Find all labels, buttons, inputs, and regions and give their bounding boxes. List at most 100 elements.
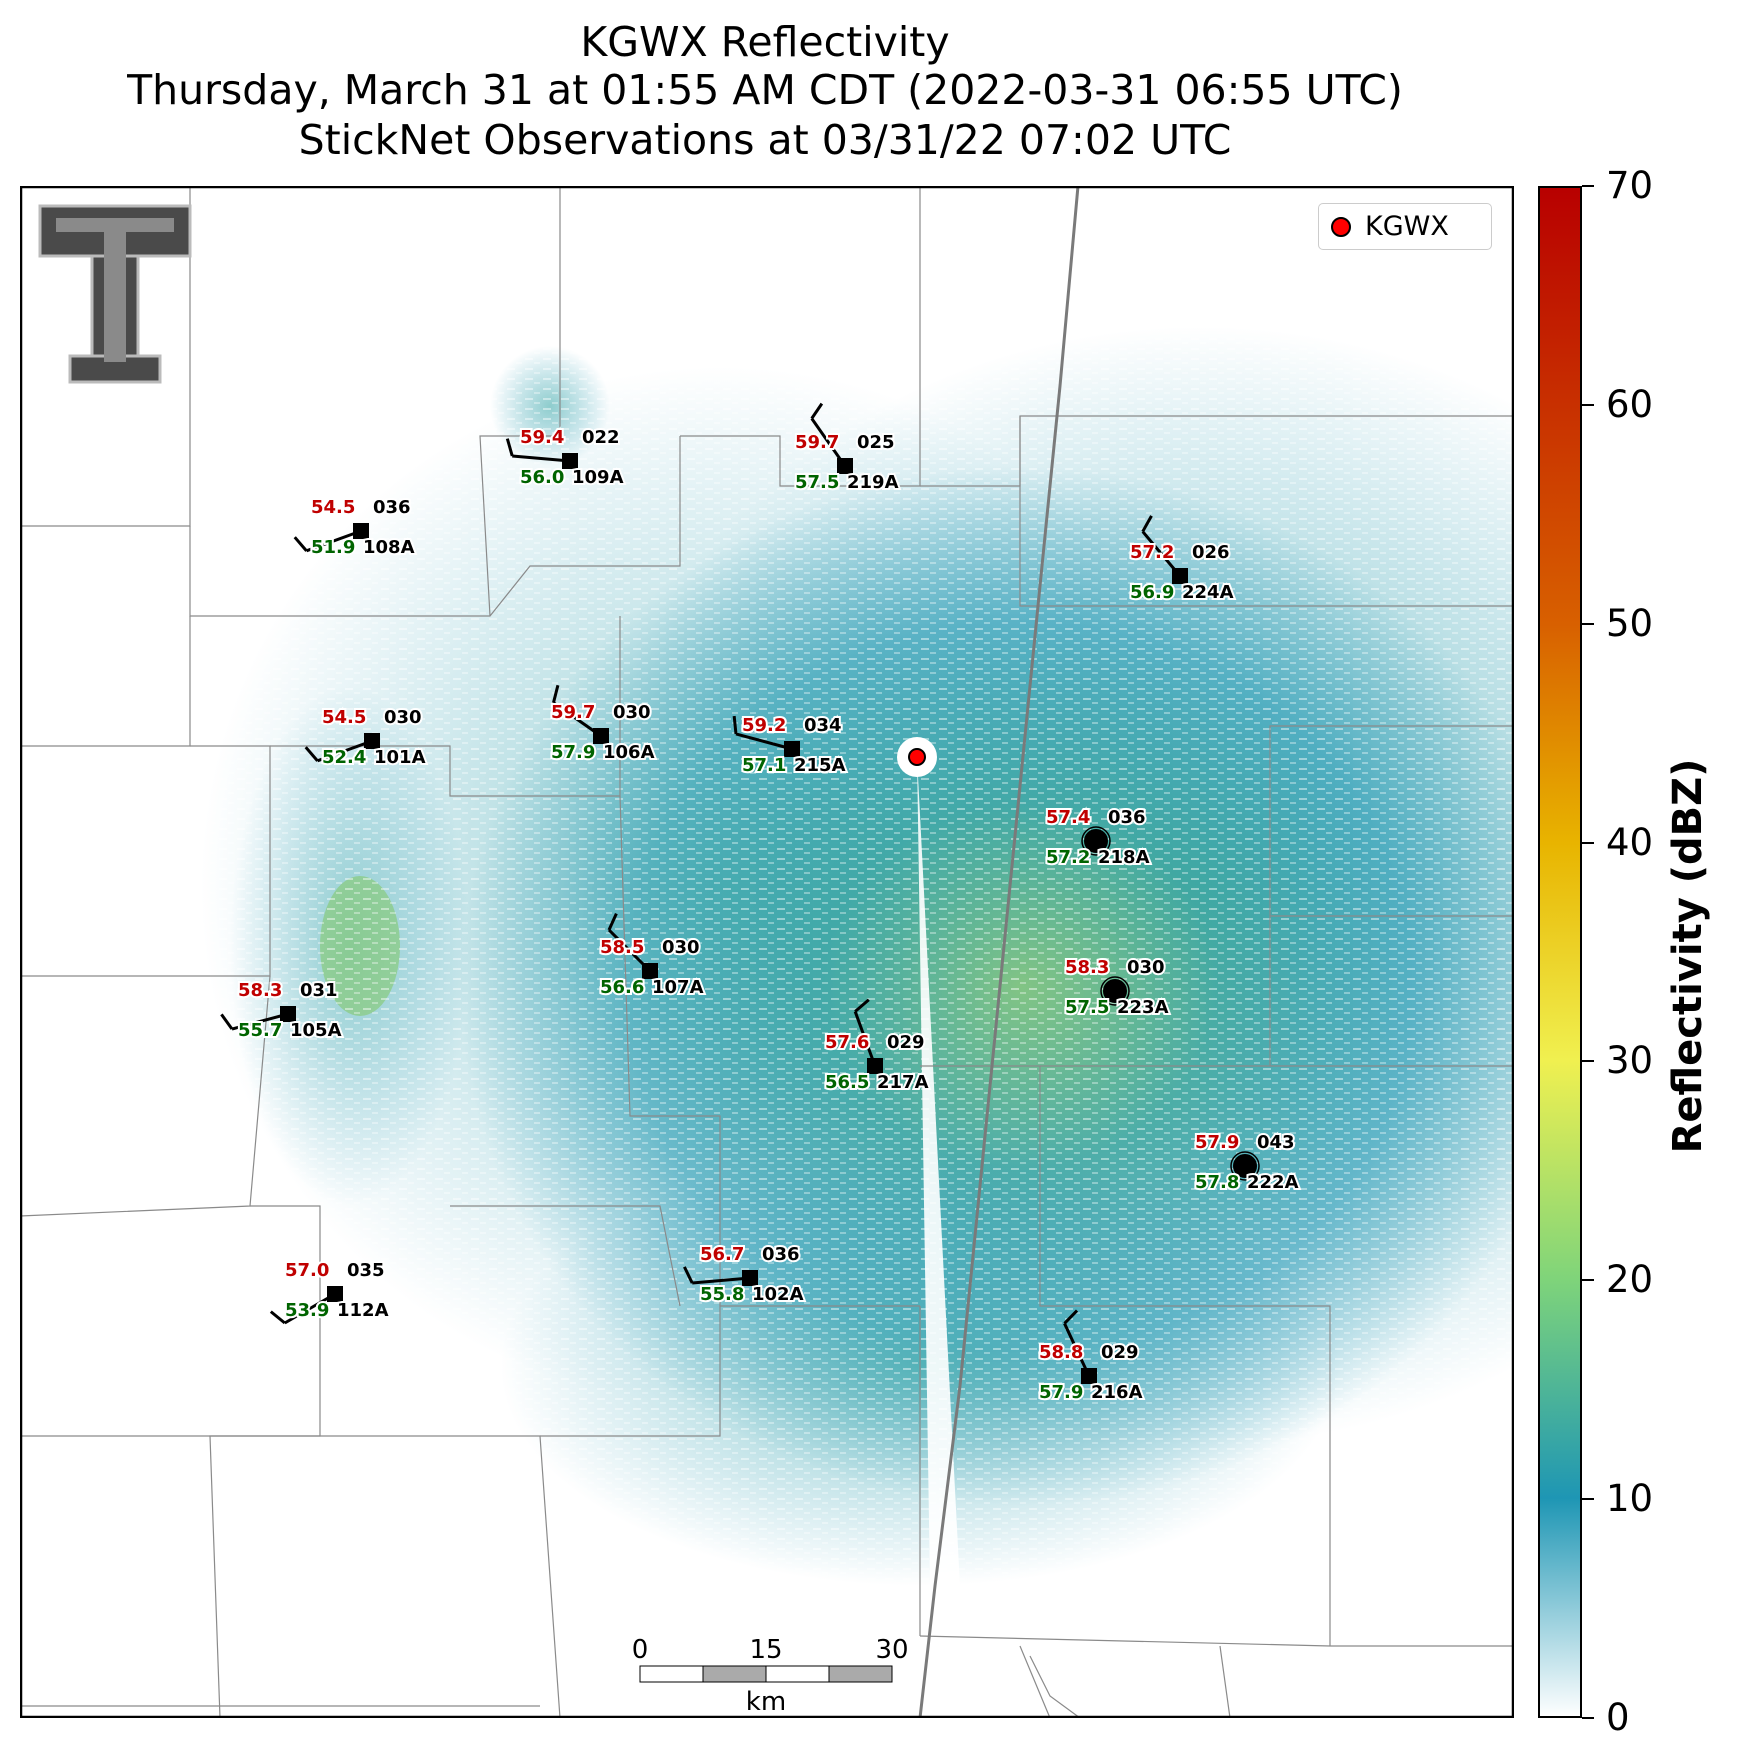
station-101A[interactable]: 54.5 030 52.4 101A	[304, 705, 428, 770]
station-id: 215A	[794, 755, 846, 776]
station-temp: 58.3	[1065, 957, 1109, 978]
station-218A[interactable]: 57.4 036 57.2 218A	[1044, 805, 1152, 870]
station-id: 224A	[1182, 582, 1234, 603]
wind-barb-flag	[220, 1013, 234, 1030]
station-id: 217A	[877, 1072, 929, 1093]
colorbar-tick-mark	[1582, 185, 1594, 187]
wind-barb-icon	[316, 739, 373, 763]
calm-wind-circle-icon	[1233, 1154, 1257, 1178]
wind-barb-flag	[293, 536, 308, 552]
colorbar-tick-10: 10	[1606, 1477, 1654, 1521]
station-square-marker-icon	[562, 453, 578, 469]
station-dewpoint: 57.5	[1065, 997, 1109, 1018]
station-102A[interactable]: 56.7 036 55.8 102A	[683, 1242, 806, 1307]
station-id: 112A	[337, 1300, 389, 1321]
station-square-marker-icon	[353, 523, 369, 539]
station-id: 101A	[374, 747, 426, 768]
station-square-marker-icon	[1081, 1368, 1097, 1384]
station-temp: 59.7	[551, 702, 595, 723]
station-108A[interactable]: 54.5 036 51.9 108A	[293, 495, 417, 560]
scale-tick-15: 15	[749, 1635, 782, 1665]
calm-wind-ring	[1100, 976, 1130, 1006]
station-temp: 58.3	[238, 980, 282, 1001]
station-square-marker-icon	[280, 1006, 296, 1022]
station-temp: 57.6	[825, 1032, 869, 1053]
station-105A[interactable]: 58.3 031 55.7 105A	[220, 978, 344, 1043]
title-line-1: KGWX Reflectivity	[580, 18, 950, 66]
texas-tech-double-t-logo	[38, 204, 192, 384]
station-square-marker-icon	[742, 1270, 758, 1286]
reflectivity-field	[20, 186, 1514, 1718]
title-line-3: StickNet Observations at 03/31/22 07:02 …	[298, 116, 1232, 164]
station-square-marker-icon	[327, 1286, 343, 1302]
county-boundaries	[20, 186, 1514, 1718]
colorbar-tick-50: 50	[1606, 601, 1654, 645]
station-wind-dir: 036	[1108, 807, 1146, 828]
station-dewpoint: 57.9	[1039, 1382, 1083, 1403]
colorbar-tick-mark	[1582, 1498, 1594, 1501]
station-109A[interactable]: 59.4 022 56.0 109A	[505, 425, 626, 490]
colorbar-tick-60: 60	[1606, 382, 1654, 426]
radar-site-icon[interactable]	[897, 737, 937, 777]
wind-barb-icon	[512, 454, 571, 463]
wind-barb-flag	[1063, 1309, 1079, 1325]
station-dewpoint: 53.9	[285, 1300, 329, 1321]
station-id: 222A	[1247, 1172, 1299, 1193]
station-id: 102A	[752, 1284, 804, 1305]
station-id: 106A	[603, 742, 655, 763]
station-id: 216A	[1091, 1382, 1143, 1403]
station-219A[interactable]: 59.7 025 57.5 219A	[793, 402, 901, 495]
radar-map[interactable]: 0 15 30 km 59.4 022 56.0 109A 59.7 025 57.5 219…	[20, 186, 1514, 1718]
scale-unit: km	[746, 1687, 786, 1717]
station-id: 218A	[1098, 847, 1150, 868]
station-dewpoint: 56.0	[520, 467, 564, 488]
colorbar-tick-40: 40	[1606, 820, 1654, 864]
calm-wind-ring	[1230, 1151, 1260, 1181]
station-wind-dir: 031	[300, 980, 338, 1001]
wind-barb-flag	[1141, 515, 1153, 533]
station-id: 108A	[363, 537, 415, 558]
station-wind-dir: 029	[887, 1032, 925, 1053]
wind-barb-icon	[284, 1292, 336, 1325]
station-dewpoint: 56.6	[600, 977, 644, 998]
station-112A[interactable]: 57.0 035 53.9 112A	[269, 1258, 391, 1325]
scale-bar: 0 15 30 km	[632, 1635, 909, 1717]
station-215A[interactable]: 59.2 034 57.1 215A	[732, 713, 848, 778]
station-id: 107A	[652, 977, 704, 998]
radar-legend-marker-icon	[1331, 216, 1351, 237]
wind-barb-flag	[810, 402, 824, 420]
station-dewpoint: 56.5	[825, 1072, 869, 1093]
wind-barb-icon	[692, 1276, 751, 1285]
station-222A[interactable]: 57.9 043 57.8 222A	[1193, 1130, 1301, 1195]
calm-wind-circle-icon	[1103, 979, 1127, 1003]
station-wind-dir: 036	[762, 1244, 800, 1265]
station-wind-dir: 030	[384, 707, 422, 728]
scale-tick-30: 30	[875, 1635, 908, 1665]
station-224A[interactable]: 57.2 026 56.9 224A	[1128, 515, 1236, 605]
colorbar-tick-30: 30	[1606, 1039, 1654, 1083]
station-216A[interactable]: 58.8 029 57.9 216A	[1037, 1309, 1145, 1405]
station-temp: 59.2	[742, 715, 786, 736]
river-boundary	[1029, 1655, 1081, 1718]
wind-barb-flag	[304, 746, 319, 762]
wind-barb-flag	[854, 998, 870, 1013]
station-temp: 58.8	[1039, 1342, 1083, 1363]
station-dewpoint: 52.4	[322, 747, 366, 768]
wind-barb-flag	[683, 1266, 694, 1284]
station-wind-dir: 029	[1101, 1342, 1139, 1363]
station-217A[interactable]: 57.6 029 56.5 217A	[823, 998, 931, 1095]
station-temp: 59.4	[520, 427, 564, 448]
station-wind-dir: 043	[1257, 1132, 1295, 1153]
station-id: 223A	[1117, 997, 1169, 1018]
wind-barb-icon	[231, 1012, 289, 1031]
station-106A[interactable]: 59.7 030 57.9 106A	[549, 684, 657, 765]
station-square-marker-icon	[364, 733, 380, 749]
station-temp: 54.5	[322, 707, 366, 728]
station-square-marker-icon	[642, 963, 658, 979]
wind-barb-flag	[607, 912, 618, 931]
station-223A[interactable]: 58.3 030 57.5 223A	[1063, 955, 1171, 1020]
station-dewpoint: 57.8	[1195, 1172, 1239, 1193]
station-107A[interactable]: 58.5 030 56.6 107A	[598, 912, 706, 1000]
calm-wind-circle-icon	[1084, 829, 1108, 853]
station-wind-dir: 034	[804, 715, 842, 736]
